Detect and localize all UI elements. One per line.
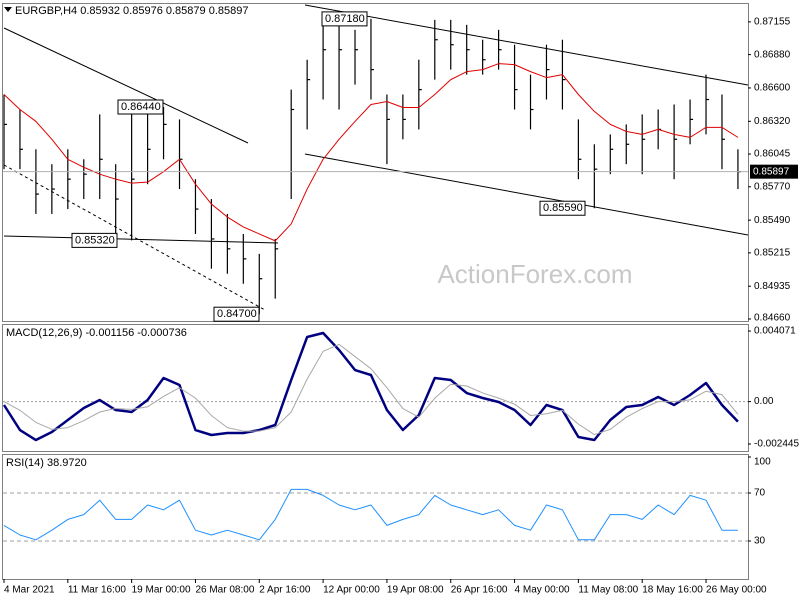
macd-header: MACD(12,26,9) -0.001156 -0.000736 <box>6 327 187 339</box>
quote-low: 0.85879 <box>166 5 206 17</box>
channel-line <box>304 4 749 86</box>
price-annotation: 0.87180 <box>325 13 365 25</box>
trendlines <box>3 4 749 311</box>
indicator-line <box>3 488 738 541</box>
y-tick-label: 0.004071 <box>754 326 796 337</box>
trendline <box>3 164 266 311</box>
price-annotation-box <box>71 232 118 248</box>
x-tick-label: 19 Mar 00:00 <box>132 585 191 596</box>
menu-icon <box>4 7 12 12</box>
indicator-line <box>3 343 739 436</box>
x-tick-label: 11 Mar 16:00 <box>68 585 127 596</box>
y-tick-label: 0.87155 <box>754 17 791 28</box>
channel-line <box>304 153 749 236</box>
y-tick-label: 0.85490 <box>754 215 791 226</box>
price-annotation: 0.85590 <box>543 202 583 214</box>
price-annotation: 0.85320 <box>75 234 115 246</box>
indicator-title: RSI(14) <box>6 457 44 469</box>
x-tick-label: 19 Apr 08:00 <box>387 585 444 596</box>
y-tick-label: 0.86600 <box>754 83 791 94</box>
price-annotation: 0.84700 <box>217 308 257 320</box>
y-tick-label: 0.86320 <box>754 116 791 127</box>
y-tick-label: -0.002445 <box>754 439 799 450</box>
quote-high: 0.85976 <box>123 5 163 17</box>
x-tick-label: 11 May 08:00 <box>578 585 638 596</box>
macd-panel-border <box>2 324 749 452</box>
indicator-value: -0.000736 <box>137 327 187 339</box>
price-annotation-box <box>321 11 368 27</box>
y-tick-label: 0.84935 <box>754 281 791 292</box>
y-tick-label: 70 <box>754 488 766 499</box>
y-tick-label: 0.00 <box>754 396 774 407</box>
y-tick-label: 0.86880 <box>754 49 791 60</box>
price-annotation-box <box>213 306 260 322</box>
last-price-label: 0.85897 <box>753 166 790 177</box>
symbol: EURGBP,H4 <box>15 5 77 17</box>
x-tick-label: 4 Mar 2021 <box>4 585 55 596</box>
x-tick-label: 26 Apr 16:00 <box>451 585 508 596</box>
rsi-panel-border <box>2 454 749 580</box>
rsi-header: RSI(14) 38.9720 <box>6 457 87 469</box>
y-tick-label: 30 <box>754 536 766 547</box>
price-bars <box>3 18 741 315</box>
indicator-line <box>2 331 739 442</box>
trendline <box>3 235 279 244</box>
price-annotation-box <box>117 99 164 115</box>
y-tick-label: 0.86045 <box>754 149 791 160</box>
quote-open: 0.85932 <box>80 5 120 17</box>
x-tick-label: 12 Apr 00:00 <box>323 585 380 596</box>
y-tick-label: 100 <box>754 457 771 468</box>
y-tick-label: 0.85770 <box>754 181 791 192</box>
x-tick-label: 2 Apr 16:00 <box>259 585 311 596</box>
main-header: EURGBP,H4 0.85932 0.85976 0.85879 0.8589… <box>15 5 248 17</box>
moving-average <box>3 63 739 242</box>
quote-close: 0.85897 <box>209 5 249 17</box>
price-annotation: 0.86440 <box>121 101 161 113</box>
indicator-value: 38.9720 <box>47 457 87 469</box>
y-tick-label: 0.84660 <box>754 313 791 324</box>
x-tick-label: 26 Mar 08:00 <box>195 585 254 596</box>
price-annotation-box <box>539 200 586 216</box>
x-tick-label: 4 May 00:00 <box>515 585 570 596</box>
watermark: ActionForex.com <box>437 259 632 289</box>
y-tick-label: 0.85215 <box>754 248 791 259</box>
x-tick-label: 18 May 16:00 <box>642 585 703 596</box>
last-price-box <box>750 164 798 179</box>
indicator-title: MACD(12,26,9) <box>6 327 82 339</box>
indicator-value: -0.001156 <box>85 327 134 339</box>
trendline <box>3 27 249 144</box>
x-tick-label: 26 May 00:00 <box>706 585 767 596</box>
main-panel-border <box>2 3 749 322</box>
